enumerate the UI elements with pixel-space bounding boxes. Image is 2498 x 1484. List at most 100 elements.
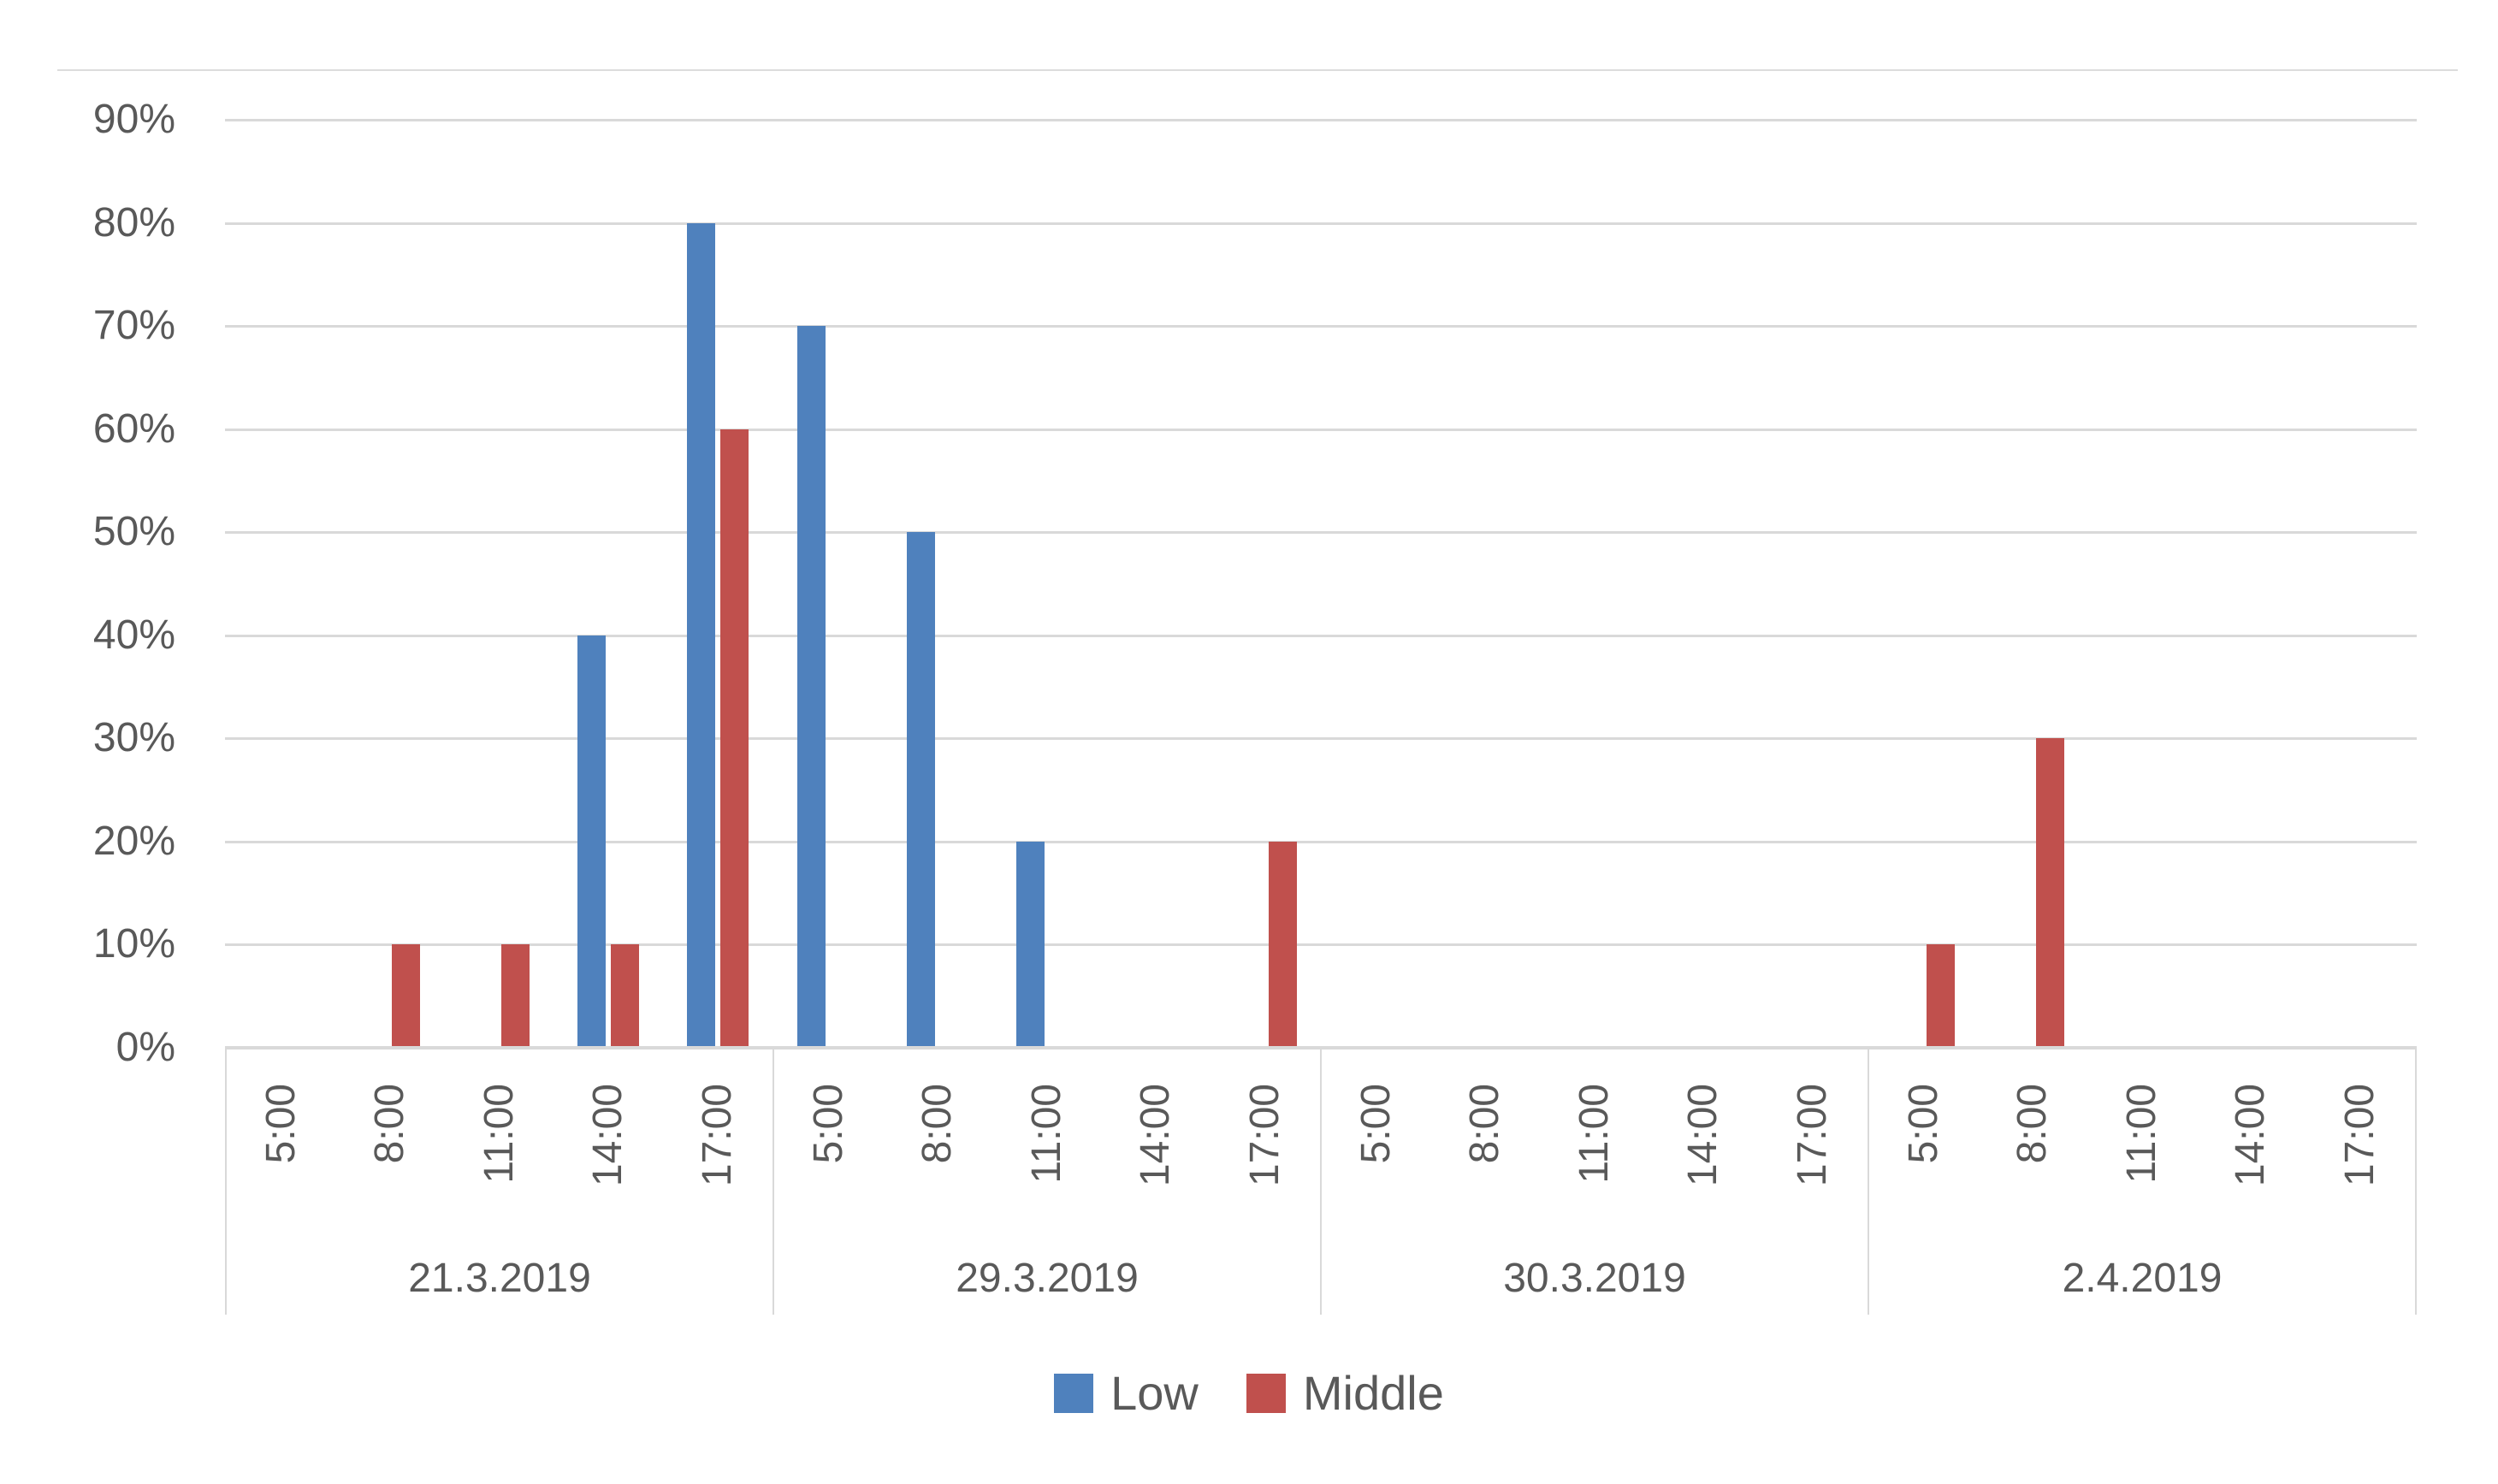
x-tick-label: 11:00 xyxy=(1571,1084,1617,1184)
gridline xyxy=(225,737,2417,741)
bar-middle-29.3.2019-17:00 xyxy=(1268,841,1297,1048)
x-group-label: 2.4.2019 xyxy=(2062,1256,2223,1301)
x-tick-cell: 8:00 xyxy=(336,1084,446,1255)
bar-middle-21.3.2019-14:00 xyxy=(611,944,640,1048)
x-tick-cell: 17:00 xyxy=(1211,1084,1320,1255)
bar-low-21.3.2019-17:00 xyxy=(687,222,716,1048)
slot-21.3.2019-11:00 xyxy=(444,120,553,1048)
slot-30.3.2019-17:00 xyxy=(1759,120,1868,1048)
x-tick-cell: 14:00 xyxy=(1102,1084,1211,1255)
x-tick-cell: 8:00 xyxy=(1431,1084,1541,1255)
x-tick-label: 17:00 xyxy=(694,1084,740,1187)
slot-21.3.2019-14:00 xyxy=(553,120,663,1048)
x-tick-label: 5:00 xyxy=(1900,1084,1946,1164)
y-axis-label: 20% xyxy=(92,818,175,864)
gridline xyxy=(225,428,2417,431)
bar-group-29.3.2019 xyxy=(773,120,1322,1048)
legend: Low Middle xyxy=(0,1367,2498,1420)
x-tick-label: 17:00 xyxy=(1241,1084,1287,1187)
bar-group-21.3.2019 xyxy=(225,120,773,1048)
slot-21.3.2019-8:00 xyxy=(334,120,444,1048)
x-group-label: 29.3.2019 xyxy=(956,1256,1139,1301)
x-axis-line xyxy=(225,1046,2417,1049)
y-axis-label: 40% xyxy=(92,612,175,658)
y-axis-label: 80% xyxy=(92,199,175,245)
gridline xyxy=(225,531,2417,535)
gridline xyxy=(225,222,2417,225)
bar-low-21.3.2019-14:00 xyxy=(577,635,607,1048)
gridline xyxy=(225,325,2417,328)
x-tick-label: 8:00 xyxy=(367,1084,413,1164)
chart-top-border xyxy=(57,69,2458,71)
gridline xyxy=(225,119,2417,121)
y-axis-label: 30% xyxy=(92,715,175,761)
x-tick-cell: 5:00 xyxy=(227,1084,336,1255)
gridline xyxy=(225,840,2417,843)
slot-2.4.2019-8:00 xyxy=(1979,120,2088,1048)
y-axis-label: 50% xyxy=(92,509,175,555)
y-axis: 90% 80% 70% 60% 50% 40% 30% 20% 10% 0% xyxy=(0,0,175,1112)
x-tick-cell: 11:00 xyxy=(1540,1084,1649,1255)
slot-30.3.2019-8:00 xyxy=(1430,120,1540,1048)
x-tick-cell: 11:00 xyxy=(445,1084,554,1255)
x-axis-ticks: 5:00 8:00 11:00 14:00 17:00 xyxy=(227,1084,772,1255)
x-tick-cell: 8:00 xyxy=(1979,1084,2088,1255)
legend-label: Middle xyxy=(1302,1366,1444,1420)
x-tick-cell: 5:00 xyxy=(1322,1084,1431,1255)
x-axis-ticks: 5:00 8:00 11:00 14:00 17:00 xyxy=(774,1084,1320,1255)
x-tick-label: 11:00 xyxy=(476,1084,522,1184)
y-axis-label: 60% xyxy=(92,405,175,452)
legend-item-low: Low xyxy=(1054,1367,1199,1420)
x-tick-cell: 11:00 xyxy=(992,1084,1102,1255)
x-tick-label: 14:00 xyxy=(1133,1084,1179,1187)
slot-2.4.2019-11:00 xyxy=(2088,120,2198,1048)
slot-29.3.2019-14:00 xyxy=(1102,120,1211,1048)
legend-label: Low xyxy=(1110,1366,1199,1420)
x-axis-ticks: 5:00 8:00 11:00 14:00 17:00 xyxy=(1869,1084,2415,1255)
x-axis-group-30.3.2019: 5:00 8:00 11:00 14:00 17:00 30.3.2019 xyxy=(1320,1048,1868,1315)
bar-middle-21.3.2019-11:00 xyxy=(501,944,530,1048)
x-tick-cell: 5:00 xyxy=(774,1084,884,1255)
slot-30.3.2019-5:00 xyxy=(1321,120,1430,1048)
y-axis-label: 0% xyxy=(115,1025,175,1070)
x-tick-label: 8:00 xyxy=(2010,1084,2056,1164)
x-axis: 5:00 8:00 11:00 14:00 17:00 21.3.2019 5:00 8:00… xyxy=(225,1048,2417,1315)
y-axis-label: 10% xyxy=(92,921,175,967)
x-tick-label: 17:00 xyxy=(2336,1084,2383,1187)
bar-middle-21.3.2019-17:00 xyxy=(720,429,749,1048)
x-tick-label: 8:00 xyxy=(1462,1084,1508,1164)
bar-middle-21.3.2019-8:00 xyxy=(392,944,421,1048)
bar-group-30.3.2019 xyxy=(1321,120,1869,1048)
y-axis-label: 90% xyxy=(92,97,175,142)
x-axis-group-29.3.2019: 5:00 8:00 11:00 14:00 17:00 29.3.2019 xyxy=(772,1048,1320,1315)
slot-21.3.2019-17:00 xyxy=(663,120,772,1048)
x-axis-group-21.3.2019: 5:00 8:00 11:00 14:00 17:00 21.3.2019 xyxy=(225,1048,772,1315)
x-tick-label: 14:00 xyxy=(1680,1084,1726,1187)
x-tick-cell: 5:00 xyxy=(1869,1084,1979,1255)
x-tick-label: 5:00 xyxy=(1353,1084,1399,1164)
x-axis-group-2.4.2019: 5:00 8:00 11:00 14:00 17:00 2.4.2019 xyxy=(1868,1048,2417,1315)
plot-area xyxy=(225,119,2417,1049)
slot-2.4.2019-17:00 xyxy=(2307,120,2417,1048)
slot-29.3.2019-17:00 xyxy=(1211,120,1321,1048)
slot-30.3.2019-14:00 xyxy=(1649,120,1759,1048)
x-tick-label: 5:00 xyxy=(257,1084,304,1164)
x-tick-cell: 8:00 xyxy=(884,1084,993,1255)
x-tick-cell: 14:00 xyxy=(2197,1084,2306,1255)
slot-29.3.2019-8:00 xyxy=(883,120,992,1048)
x-tick-cell: 17:00 xyxy=(663,1084,772,1255)
bar-middle-2.4.2019-8:00 xyxy=(2035,738,2064,1048)
bar-middle-2.4.2019-5:00 xyxy=(1926,944,1955,1048)
x-tick-cell: 17:00 xyxy=(2306,1084,2415,1255)
x-tick-label: 5:00 xyxy=(805,1084,851,1164)
bar-group-2.4.2019 xyxy=(1869,120,2418,1048)
slot-21.3.2019-5:00 xyxy=(225,120,334,1048)
x-tick-cell: 14:00 xyxy=(1649,1084,1759,1255)
slot-30.3.2019-11:00 xyxy=(1540,120,1649,1048)
bar-groups xyxy=(225,120,2417,1048)
x-tick-label: 14:00 xyxy=(2228,1084,2274,1187)
gridline xyxy=(225,634,2417,637)
x-axis-ticks: 5:00 8:00 11:00 14:00 17:00 xyxy=(1322,1084,1868,1255)
x-tick-cell: 17:00 xyxy=(1758,1084,1868,1255)
